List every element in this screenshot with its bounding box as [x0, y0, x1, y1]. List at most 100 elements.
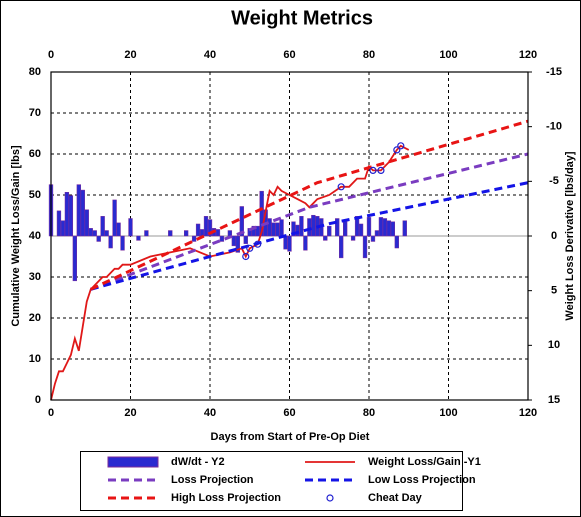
bar — [378, 217, 384, 237]
legend-label: dW/dt - Y2 — [171, 456, 225, 468]
y-tick-label: 40 — [29, 230, 41, 242]
y-tick-label: 50 — [29, 189, 41, 201]
legend-swatch — [326, 494, 334, 502]
y-tick-label: 0 — [35, 394, 41, 406]
legend-label: Loss Projection — [171, 474, 254, 486]
bar — [92, 230, 97, 237]
bar — [144, 230, 149, 237]
bar — [239, 206, 244, 237]
bar — [323, 235, 328, 241]
bar — [76, 184, 81, 237]
bar — [243, 235, 248, 244]
y-tick-label: 80 — [29, 66, 41, 78]
bar — [382, 218, 388, 237]
y-tick-label: 70 — [29, 107, 41, 119]
x-tick-label: 20 — [124, 407, 136, 419]
bar — [215, 229, 221, 237]
bar — [184, 230, 189, 237]
y-tick-label: 20 — [29, 312, 41, 324]
bar — [96, 235, 101, 242]
bar — [275, 222, 280, 237]
bar — [88, 228, 93, 237]
x-tick-label: 60 — [283, 407, 295, 419]
bar — [402, 220, 407, 237]
point — [337, 183, 345, 191]
bar — [303, 235, 308, 251]
bar — [199, 229, 205, 237]
bar — [108, 235, 113, 249]
point — [246, 244, 254, 252]
line — [90, 152, 529, 291]
bar — [374, 230, 380, 237]
bar — [390, 221, 396, 237]
bar — [299, 216, 304, 237]
bar — [56, 210, 62, 237]
y2-tick-label: 0 — [551, 230, 557, 242]
y-tick-label: 10 — [29, 353, 41, 365]
bar — [283, 235, 288, 250]
bar — [168, 230, 173, 237]
point — [397, 142, 405, 150]
bar — [84, 209, 89, 237]
legend-swatch — [107, 456, 159, 468]
x-top-tick-label: 120 — [519, 49, 537, 61]
bar — [72, 235, 77, 282]
x-top-tick-label: 60 — [283, 49, 295, 61]
bar — [68, 195, 74, 237]
y2-tick-label: 15 — [548, 394, 560, 406]
y-tick-label: 60 — [29, 148, 41, 160]
point — [369, 166, 377, 174]
bar — [64, 192, 70, 237]
x-top-tick-label: 80 — [363, 49, 375, 61]
chart-title: Weight Metrics — [231, 7, 373, 29]
legend-label: Weight Loss/Gain -Y1 — [368, 456, 481, 468]
bar — [362, 235, 368, 259]
bar — [386, 220, 392, 237]
plot-border — [50, 71, 529, 401]
legend-label: High Loss Projection — [171, 492, 281, 504]
x-top-tick-label: 20 — [124, 49, 136, 61]
bar — [136, 235, 141, 241]
bar — [335, 218, 340, 237]
bar — [235, 235, 240, 253]
bar — [203, 216, 209, 237]
bar — [112, 199, 117, 237]
bar — [279, 219, 284, 237]
bar — [350, 235, 356, 241]
bar — [267, 218, 272, 237]
y-tick-label: 30 — [29, 271, 41, 283]
x-tick-label: 80 — [363, 407, 375, 419]
bar — [219, 235, 225, 242]
bar — [358, 223, 364, 237]
bar — [60, 220, 66, 237]
bar — [207, 219, 213, 237]
line — [90, 119, 529, 291]
y-axis-label: Cumulative Weight Loss/Gain [lbs] — [10, 145, 22, 327]
bar — [327, 225, 332, 237]
legend-label: Cheat Day — [368, 492, 423, 504]
y2-axis-label: Weight Loss Derivative [lbs/day] — [564, 151, 576, 320]
x-top-tick-label: 40 — [204, 49, 216, 61]
point — [254, 240, 262, 248]
bar — [100, 216, 105, 237]
bar — [104, 230, 109, 237]
x-tick-label: 0 — [48, 407, 54, 419]
bar — [128, 218, 133, 237]
y2-tick-label: -5 — [549, 175, 559, 187]
bar — [370, 235, 376, 242]
point — [377, 166, 385, 174]
bar — [116, 222, 121, 237]
legend-label: Low Loss Projection — [368, 474, 476, 486]
x-tick-label: 40 — [204, 407, 216, 419]
bar — [80, 189, 85, 237]
bar — [366, 217, 372, 237]
x-top-tick-label: 0 — [48, 49, 54, 61]
x-tick-label: 100 — [439, 407, 457, 419]
bar — [287, 235, 292, 252]
bar — [120, 235, 125, 251]
line — [90, 181, 529, 291]
y2-tick-label: -15 — [546, 66, 562, 78]
y2-tick-label: 10 — [548, 339, 560, 351]
